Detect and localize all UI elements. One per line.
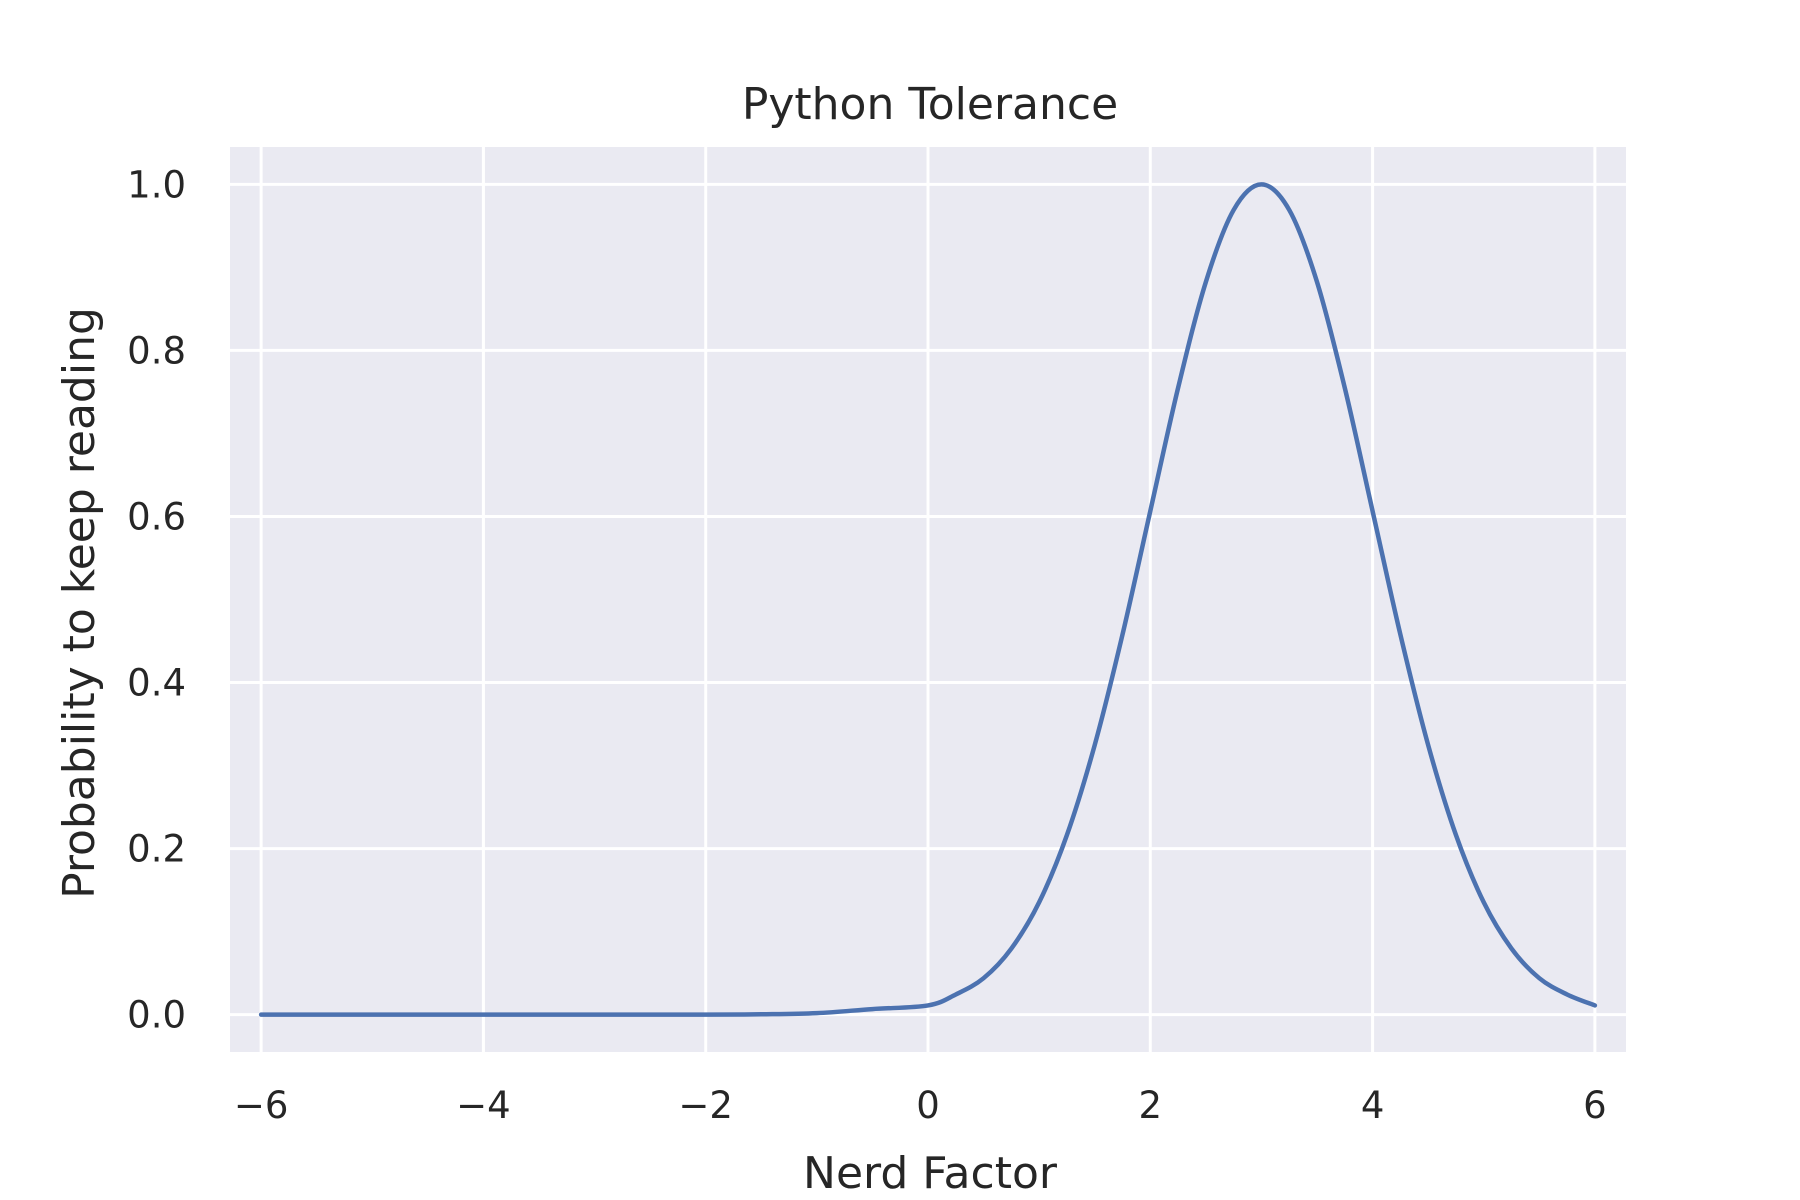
y-tick-label-5: 1.0 <box>127 163 186 206</box>
y-tick-label-4: 0.8 <box>127 329 186 372</box>
y-tick-label-1: 0.2 <box>127 828 186 871</box>
y-tick-labels: 0.0 0.2 0.4 0.6 0.8 1.0 <box>127 163 186 1036</box>
x-tick-label-4: 2 <box>1139 1084 1163 1127</box>
y-axis-title: Probability to keep reading <box>54 307 105 899</box>
x-axis-title: Nerd Factor <box>803 1148 1058 1199</box>
y-tick-label-2: 0.4 <box>127 662 186 705</box>
series-line-0 <box>258 182 1598 1017</box>
x-tick-label-5: 4 <box>1361 1084 1385 1127</box>
y-tick-label-0: 0.0 <box>127 994 186 1037</box>
x-tick-label-1: −4 <box>456 1084 511 1127</box>
x-gridlines <box>259 147 1597 1052</box>
x-tick-label-6: 6 <box>1583 1084 1607 1127</box>
chart-title: Python Tolerance <box>742 79 1118 130</box>
x-tick-label-2: −2 <box>678 1084 733 1127</box>
x-tick-label-0: −6 <box>234 1084 289 1127</box>
x-tick-labels: −6 −4 −2 0 2 4 6 <box>234 1084 1607 1127</box>
x-tick-label-3: 0 <box>916 1084 940 1127</box>
y-tick-label-3: 0.6 <box>127 495 186 538</box>
series-layer <box>258 182 1598 1017</box>
